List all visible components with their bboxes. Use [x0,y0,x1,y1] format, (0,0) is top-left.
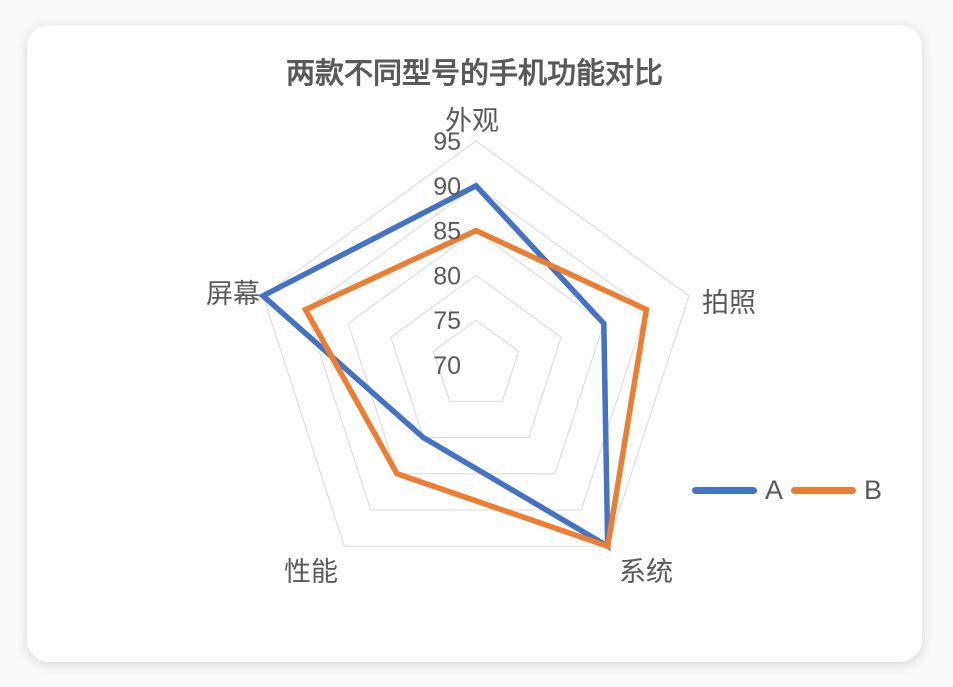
radial-tick-90: 90 [433,173,461,201]
category-label-4: 屏幕 [206,279,260,309]
radial-tick-75: 75 [433,307,461,335]
radial-tick-85: 85 [433,218,461,246]
category-label-2: 系统 [619,557,673,587]
category-label-0: 外观 [445,106,499,136]
category-label-1: 拍照 [702,288,756,318]
grid-ring-85 [347,229,605,475]
radial-tick-70: 70 [433,352,461,380]
series-B-polygon [301,227,650,550]
grid-ring-95 [262,140,690,547]
legend-line-B [791,487,857,494]
chart-card [27,25,922,662]
series-A-polygon [258,182,611,552]
chart-title: 两款不同型号的手机功能对比 [285,58,663,90]
category-label-3: 性能 [284,557,338,587]
grid-ring-75 [432,319,520,402]
legend-label-B: B [864,475,883,505]
grid-ring-90 [305,185,647,511]
legend-line-A [692,487,757,494]
grid-ring-80 [390,274,562,438]
radial-tick-80: 80 [433,262,461,290]
legend-label-A: A [765,475,784,505]
radial-tick-95: 95 [433,128,461,156]
